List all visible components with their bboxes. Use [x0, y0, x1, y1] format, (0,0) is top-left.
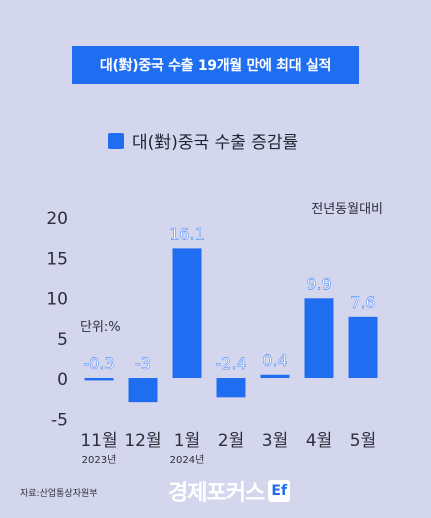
bar	[84, 378, 114, 381]
x-tick-label: 5월	[350, 431, 376, 451]
legend-swatch	[108, 132, 124, 149]
data-label: 7.6	[350, 293, 375, 312]
brand-logo: 경제포커스 Ef	[168, 475, 291, 507]
y-tick-label: 15	[46, 249, 68, 269]
x-tick-sublabel: 2024년	[170, 454, 205, 466]
x-tick-label: 11월	[80, 431, 117, 451]
data-label: -2.4	[215, 354, 246, 373]
unit-label: 단위:%	[80, 320, 121, 335]
brand-mark-icon: Ef	[268, 480, 291, 502]
legend-label: 대(對)중국 수출 증감률	[132, 133, 299, 153]
data-label: -3	[135, 354, 151, 373]
y-tick-label: 5	[57, 330, 68, 350]
source-label: 자료:산업통상자원부	[20, 489, 98, 499]
bar	[128, 378, 158, 403]
data-label: 16.1	[169, 224, 205, 243]
bar	[348, 316, 378, 378]
x-tick-label: 4월	[306, 431, 332, 451]
data-label: 9.9	[306, 274, 331, 293]
x-tick-label: 1월	[174, 431, 200, 451]
x-tick-label: 2월	[218, 431, 244, 451]
brand-name: 경제포커스	[168, 481, 265, 506]
y-tick-label: -5	[51, 410, 68, 430]
y-tick-label: 10	[46, 290, 68, 310]
data-label: -0.3	[83, 354, 114, 373]
x-tick-label: 3월	[262, 431, 288, 451]
y-tick-label: 0	[57, 370, 68, 390]
y-tick-label: 20	[46, 209, 68, 229]
bar	[216, 378, 246, 398]
data-label: 0.4	[262, 351, 287, 370]
comparison-label: 전년동월대비	[311, 202, 383, 217]
x-tick-label: 12월	[124, 431, 161, 451]
legend: 대(對)중국 수출 증감률	[108, 128, 298, 153]
bar	[172, 248, 202, 378]
x-tick-sublabel: 2023년	[82, 454, 117, 466]
bar	[304, 298, 334, 378]
bar	[260, 374, 290, 378]
chart-title: 대(對)중국 수출 19개월 만에 최대 실적	[72, 46, 359, 84]
